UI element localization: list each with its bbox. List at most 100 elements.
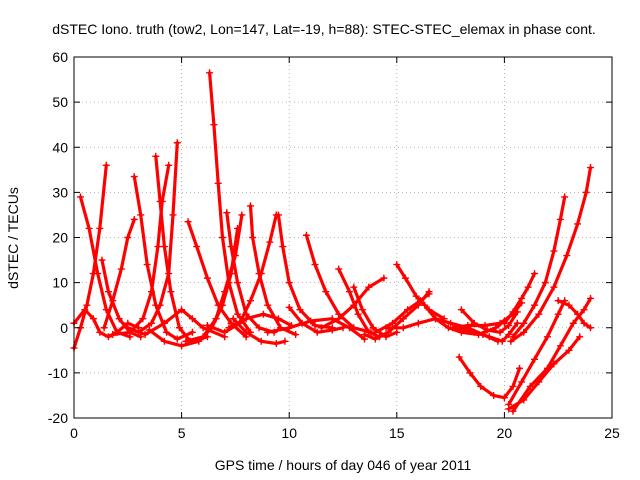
data-point-marker: [507, 337, 515, 345]
data-point-marker: [203, 274, 211, 282]
x-tick-label: 0: [70, 425, 78, 441]
data-point-marker: [477, 382, 485, 390]
data-point-marker: [500, 319, 508, 327]
data-point-marker: [554, 297, 562, 305]
data-point-marker: [81, 306, 89, 314]
data-point-marker: [382, 324, 390, 332]
data-point-marker: [541, 279, 549, 287]
x-axis-label: GPS time / hours of day 046 of year 2011: [215, 457, 472, 473]
data-point-marker: [531, 301, 539, 309]
data-point-marker: [586, 164, 594, 172]
data-point-marker: [109, 297, 117, 305]
data-point-marker: [432, 315, 440, 323]
data-point-marker: [317, 324, 325, 332]
data-point-marker: [169, 211, 177, 219]
data-point-marker: [124, 234, 132, 241]
data-point-marker: [586, 294, 594, 302]
data-point-marker: [173, 139, 181, 147]
data-point-marker: [160, 243, 168, 251]
data-point-marker: [416, 297, 424, 305]
data-point-marker: [401, 274, 409, 282]
data-point-marker: [483, 326, 491, 334]
series-line: [266, 317, 367, 341]
data-point-marker: [457, 306, 465, 314]
y-axis-label: dSTEC / TECUs: [5, 187, 21, 289]
data-point-marker: [145, 326, 153, 334]
x-tick-label: 20: [497, 425, 513, 441]
data-point-marker: [296, 306, 304, 314]
data-point-marker: [137, 211, 145, 219]
data-point-marker: [582, 188, 590, 196]
data-point-marker: [104, 288, 112, 296]
data-point-marker: [414, 319, 422, 327]
data-point-marker: [85, 224, 93, 232]
data-point-marker: [518, 378, 526, 386]
data-point-marker: [371, 335, 379, 343]
data-point-marker: [524, 283, 532, 291]
data-point-marker: [302, 231, 310, 239]
data-point-marker: [281, 337, 289, 345]
data-point-marker: [569, 319, 577, 327]
y-tick-label: 50: [52, 94, 68, 110]
series-line: [455, 321, 519, 343]
data-point-marker: [178, 342, 186, 350]
data-point-marker: [285, 279, 293, 287]
data-point-marker: [531, 270, 539, 278]
y-tick-label: 60: [52, 49, 68, 65]
series-line: [459, 308, 519, 334]
data-point-marker: [279, 243, 287, 251]
data-point-marker: [156, 301, 164, 309]
x-tick-label: 15: [389, 425, 405, 441]
data-point-marker: [574, 220, 582, 228]
data-point-marker: [249, 234, 257, 241]
data-point-marker: [509, 382, 517, 390]
data-point-marker: [464, 321, 472, 329]
data-point-marker: [335, 315, 343, 323]
data-point-marker: [234, 279, 242, 287]
data-point-marker: [147, 288, 155, 296]
data-point-marker: [412, 292, 420, 300]
data-point-marker: [109, 331, 117, 339]
data-point-marker: [264, 328, 272, 336]
data-point-marker: [210, 121, 218, 129]
data-point-marker: [154, 243, 162, 251]
data-point-marker: [274, 211, 282, 219]
series-line: [72, 163, 108, 350]
data-point-marker: [199, 324, 207, 332]
data-point-marker: [238, 211, 246, 219]
data-point-marker: [470, 328, 478, 336]
data-point-marker: [225, 324, 233, 332]
data-point-marker: [130, 173, 138, 181]
chart-title: dSTEC Iono. truth (tow2, Lon=147, Lat=-1…: [52, 21, 596, 37]
series-line: [509, 166, 593, 343]
data-point-marker: [246, 297, 254, 305]
data-point-marker: [500, 394, 508, 402]
series-line: [208, 71, 253, 334]
x-tick-label: 10: [281, 425, 297, 441]
series-line: [126, 308, 227, 339]
data-point-marker: [384, 328, 392, 336]
data-point-marker: [361, 331, 369, 339]
data-point-marker: [399, 315, 407, 323]
data-point-marker: [563, 252, 571, 260]
data-point-marker: [505, 331, 513, 339]
data-point-marker: [212, 315, 220, 323]
data-point-marker: [520, 328, 528, 336]
data-point-marker: [513, 319, 521, 327]
data-point-marker: [104, 333, 112, 341]
data-point-marker: [554, 310, 562, 318]
data-point-marker: [520, 396, 528, 404]
data-point-marker: [485, 333, 493, 341]
y-tick-label: -20: [48, 410, 68, 426]
data-point-marker: [229, 315, 237, 323]
data-point-marker: [227, 243, 235, 251]
y-tick-label: 10: [52, 275, 68, 291]
data-point-marker: [234, 310, 242, 318]
data-point-marker: [218, 234, 226, 241]
data-point-marker: [358, 306, 366, 314]
data-point-marker: [274, 315, 282, 323]
data-point-marker: [505, 405, 513, 413]
data-point-marker: [520, 319, 528, 327]
y-tick-label: 40: [52, 139, 68, 155]
